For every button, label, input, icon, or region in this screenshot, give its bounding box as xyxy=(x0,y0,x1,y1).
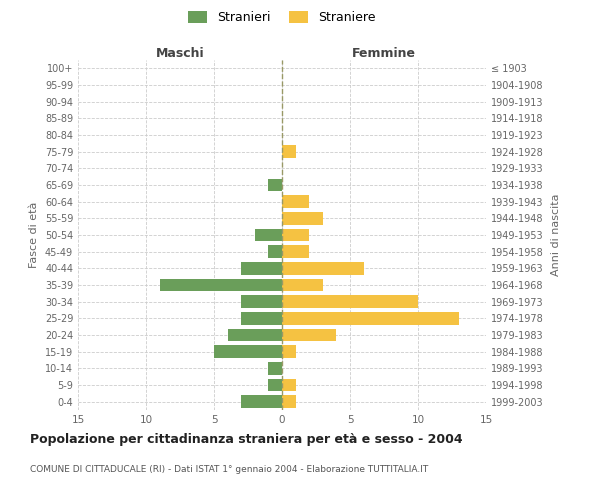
Bar xyxy=(255,229,282,241)
Bar xyxy=(282,196,309,208)
Bar xyxy=(282,329,337,341)
Bar xyxy=(282,279,323,291)
Bar xyxy=(268,362,282,374)
Legend: Stranieri, Straniere: Stranieri, Straniere xyxy=(188,11,376,24)
Bar xyxy=(214,346,282,358)
Text: Femmine: Femmine xyxy=(352,47,416,60)
Bar xyxy=(282,312,459,324)
Bar xyxy=(282,146,296,158)
Bar xyxy=(282,396,296,408)
Bar xyxy=(282,229,309,241)
Bar xyxy=(268,246,282,258)
Bar xyxy=(282,212,323,224)
Bar xyxy=(241,396,282,408)
Bar xyxy=(282,296,418,308)
Bar xyxy=(241,296,282,308)
Text: Popolazione per cittadinanza straniera per età e sesso - 2004: Popolazione per cittadinanza straniera p… xyxy=(30,432,463,446)
Bar xyxy=(241,262,282,274)
Bar xyxy=(282,246,309,258)
Bar xyxy=(282,262,364,274)
Bar xyxy=(241,312,282,324)
Y-axis label: Fasce di età: Fasce di età xyxy=(29,202,39,268)
Y-axis label: Anni di nascita: Anni di nascita xyxy=(551,194,560,276)
Bar xyxy=(282,346,296,358)
Text: COMUNE DI CITTADUCALE (RI) - Dati ISTAT 1° gennaio 2004 - Elaborazione TUTTITALI: COMUNE DI CITTADUCALE (RI) - Dati ISTAT … xyxy=(30,466,428,474)
Bar xyxy=(227,329,282,341)
Bar xyxy=(282,379,296,391)
Bar xyxy=(268,379,282,391)
Text: Maschi: Maschi xyxy=(155,47,205,60)
Bar xyxy=(160,279,282,291)
Bar xyxy=(268,179,282,192)
